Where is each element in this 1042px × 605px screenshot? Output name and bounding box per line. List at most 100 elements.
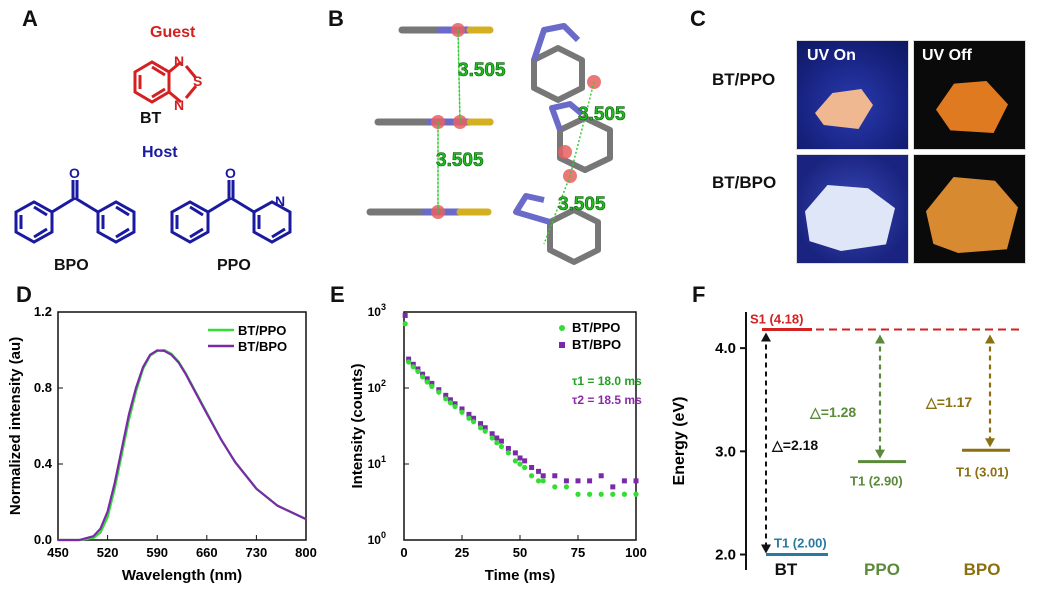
data-point-2 (536, 468, 542, 474)
panel-label-f: F (692, 282, 706, 307)
data-point-2 (471, 415, 477, 421)
data-point-2 (552, 473, 558, 479)
data-point-2 (610, 484, 616, 490)
data-point-1 (529, 473, 535, 479)
data-point-2 (420, 371, 426, 377)
distance-label-4: 3.505 (558, 194, 606, 215)
data-point-1 (410, 364, 416, 370)
category-label-bt: BT (775, 560, 798, 579)
data-point-2 (406, 356, 412, 362)
y-tick-label: 0.4 (34, 456, 53, 471)
data-point-2 (587, 478, 593, 484)
data-point-1 (429, 383, 435, 389)
data-point-2 (482, 425, 488, 431)
chart-phosphorescence-decay: 0 25 50 75 100 100 101 102 103 Time (ms) Intensity… (349, 302, 647, 584)
data-point-1 (459, 409, 465, 415)
data-point-2 (424, 376, 430, 382)
data-point-1 (436, 389, 442, 395)
data-point-1 (512, 458, 518, 464)
x-tick-label: 590 (146, 545, 168, 560)
s1-label: S1 (4.18) (750, 312, 803, 327)
data-point-1 (535, 478, 542, 484)
category-label-bpo: BPO (964, 560, 1001, 579)
chart-emission-spectra: 450 520 590 660 730 800 0.0 0.4 0.8 1.2 Wavelength… (7, 304, 317, 584)
x-tick-label: 730 (246, 545, 268, 560)
panel-a-structures: N S N O O N (14, 53, 292, 244)
panel-b-crystal-packing: 3.505 3.505 3.505 3.505 (366, 23, 626, 265)
row-label-bt-bpo: BT/BPO (712, 173, 777, 192)
data-point-1 (522, 464, 528, 471)
uv-on-label: UV On (807, 47, 856, 64)
crystal-shape (815, 89, 873, 129)
data-point-2 (575, 478, 581, 484)
legend-label-2: BT/BPO (572, 337, 621, 352)
x-tick-label: 0 (400, 545, 407, 560)
distance-label-2: 3.505 (436, 150, 484, 171)
data-point-2 (494, 435, 500, 441)
data-point-2 (517, 455, 523, 461)
data-point-2 (402, 312, 408, 318)
tau1-label: τ1 = 18.0 ms (572, 374, 642, 388)
category-label-ppo: PPO (864, 560, 900, 579)
x-axis-label: Wavelength (nm) (122, 567, 242, 584)
y-tick-label: 103 (368, 302, 386, 319)
panel-label-d: D (16, 282, 32, 307)
distance-label-1: 3.505 (458, 60, 506, 81)
legend-label-1: BT/PPO (572, 320, 620, 335)
data-point-1 (415, 368, 421, 375)
ppo-atom-o: O (225, 165, 236, 181)
data-point-1 (447, 400, 453, 406)
bpo-name: BPO (54, 257, 89, 274)
data-point-1 (498, 443, 505, 450)
bt-atom-n1: N (174, 53, 184, 69)
t1-label-ppo: T1 (2.90) (850, 474, 903, 489)
y-tick-label: 1.2 (34, 304, 52, 319)
bt-name: BT (140, 110, 162, 127)
gap-arrowhead-bt-top (761, 332, 771, 342)
panel-label-e: E (330, 282, 345, 307)
data-point-2 (598, 473, 604, 479)
gap-label-bpo: △=1.17 (925, 394, 972, 410)
host-label: Host (142, 144, 178, 161)
t1-label-bpo: T1 (3.01) (956, 464, 1009, 479)
data-point-1 (494, 440, 500, 446)
x-tick-label: 25 (455, 545, 469, 560)
ppo-atom-n: N (275, 193, 285, 209)
data-point-1 (575, 491, 581, 497)
data-point-1 (505, 450, 511, 456)
panel-label-a: A (22, 6, 38, 31)
tau2-label: τ2 = 18.5 ms (572, 393, 642, 407)
bpo-atom-o: O (69, 165, 80, 181)
legend-marker-2 (559, 342, 565, 348)
legend-marker-1 (559, 325, 565, 331)
chart-energy-levels: 2.0 3.0 4.0 Energy (eV) BT PPO BPO S1 (4.18) T1 … (671, 312, 1022, 579)
gap-label-ppo: △=1.28 (809, 404, 856, 420)
data-point-1 (443, 396, 449, 402)
plot-frame (57, 311, 307, 541)
data-point-1 (610, 491, 616, 497)
y-tick-label: 102 (368, 378, 386, 395)
gap-label-bt: △=2.18 (771, 437, 818, 453)
x-tick-label: 450 (47, 545, 69, 560)
data-point-1 (540, 478, 546, 484)
y-tick-label: 3.0 (715, 443, 736, 460)
series-line-2 (58, 349, 307, 542)
gap-arrowhead-bt-bottom (761, 544, 771, 554)
data-point-2 (429, 380, 435, 386)
data-point-1 (633, 491, 639, 497)
photo-bt-ppo-uv-on: UV On (796, 40, 909, 150)
data-point-2 (512, 450, 518, 456)
bt-atom-n2: N (174, 97, 184, 113)
data-point-1 (419, 374, 426, 380)
data-point-1 (452, 403, 458, 410)
y-axis-label: Normalized intensity (au) (7, 337, 24, 515)
ppo-molecule (170, 180, 292, 244)
data-point-2 (505, 445, 511, 451)
panel-label-c: C (690, 6, 706, 31)
gap-arrowhead-bpo-top (985, 334, 995, 344)
row-label-bt-ppo: BT/PPO (712, 70, 776, 89)
data-point-1 (587, 491, 593, 497)
data-point-2 (563, 478, 569, 484)
y-tick-label: 4.0 (715, 340, 736, 357)
photo-bt-ppo-uv-off: UV Off (913, 40, 1026, 150)
